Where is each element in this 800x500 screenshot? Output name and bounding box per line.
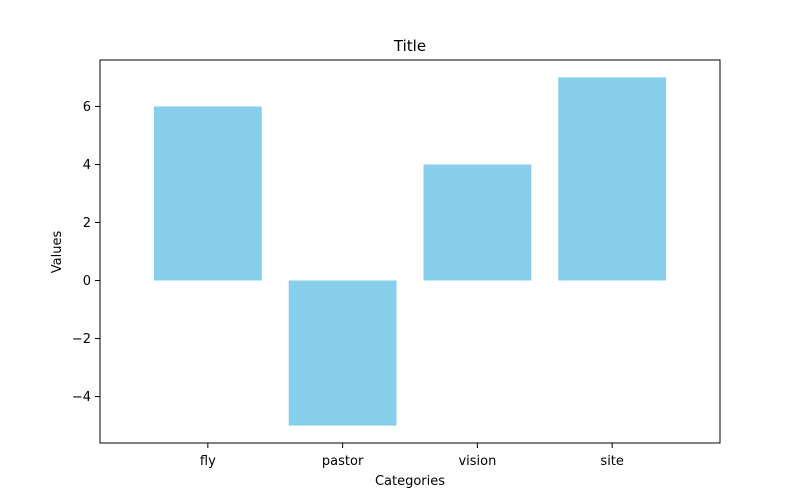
y-tick-label: 4 bbox=[83, 158, 91, 173]
x-tick-label: pastor bbox=[322, 454, 364, 469]
y-tick-label: 0 bbox=[83, 274, 91, 289]
x-tick-label: fly bbox=[200, 454, 216, 469]
y-tick-label: 2 bbox=[83, 216, 91, 231]
y-tick-label: −4 bbox=[72, 390, 91, 405]
bar-fly bbox=[153, 106, 262, 281]
bar-site bbox=[558, 77, 667, 281]
bar-vision bbox=[423, 164, 532, 281]
x-tick-label: site bbox=[600, 454, 623, 469]
y-tick-label: −2 bbox=[72, 332, 91, 347]
bar-pastor bbox=[288, 280, 397, 426]
plot-frame bbox=[99, 59, 721, 444]
y-tick-label: 6 bbox=[83, 100, 91, 115]
bars-group bbox=[153, 77, 667, 426]
y-axis-title: Values bbox=[50, 231, 65, 274]
x-axis-title: Categories bbox=[375, 474, 445, 489]
x-tick-label: vision bbox=[458, 454, 496, 469]
chart-title: Title bbox=[393, 37, 426, 55]
x-axis: fly pastor vision site bbox=[200, 443, 624, 469]
y-axis: −4 −2 0 2 4 6 bbox=[72, 100, 100, 405]
